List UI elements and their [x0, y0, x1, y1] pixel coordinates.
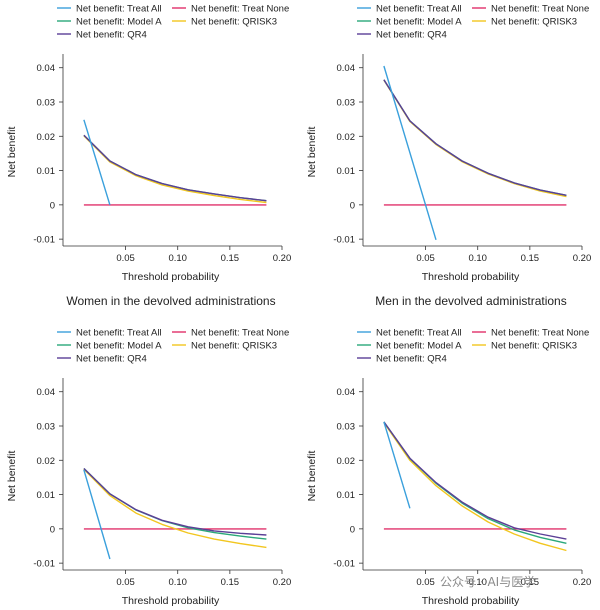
series-line-model-a — [383, 421, 567, 544]
legend-label-qrisk3: Net benefit: QRISK3 — [191, 17, 277, 28]
series-line-treat-all — [383, 65, 437, 241]
y-tick-label: 0.01 — [37, 490, 56, 501]
y-tick-label: 0.01 — [337, 490, 356, 501]
y-tick-label: 0.03 — [337, 98, 356, 109]
watermark: 公众号 · AI与医学 — [440, 574, 535, 589]
legend-label-treat-all: Net benefit: Treat All — [76, 328, 162, 339]
series-line-model-a — [83, 134, 267, 202]
chart-panel-4: Men in the devolved administrations Net b… — [306, 294, 591, 607]
chart-title: Women in the devolved administrations — [66, 294, 275, 308]
legend: Net benefit: Treat All Net benefit: Treat… — [57, 328, 289, 365]
legend-label-qr4: Net benefit: QR4 — [76, 354, 147, 365]
series-line-qrisk3 — [83, 468, 267, 549]
x-tick-label: 0.20 — [573, 253, 592, 264]
y-axis-label: Net benefit — [306, 127, 318, 178]
chart-title: Men in the devolved administrations — [375, 294, 566, 308]
chart-panel-3: Women in the devolved administrations Net… — [6, 294, 291, 607]
y-tick-label: -0.01 — [333, 235, 355, 246]
x-axis-label: Threshold probability — [122, 271, 220, 283]
y-tick-label: 0.04 — [337, 387, 356, 398]
series-line-qrisk3 — [83, 135, 267, 204]
x-tick-label: 0.10 — [468, 253, 487, 264]
y-tick-label: 0.04 — [37, 63, 56, 74]
x-axis-label: Threshold probability — [422, 595, 520, 607]
legend-label-qrisk3: Net benefit: QRISK3 — [491, 341, 577, 352]
x-tick-label: 0.15 — [221, 577, 240, 588]
x-tick-label: 0.15 — [221, 253, 240, 264]
y-tick-label: 0 — [50, 200, 55, 211]
y-tick-label: 0.03 — [37, 98, 56, 109]
series-line-treat-all — [83, 119, 111, 206]
legend-label-model-a: Net benefit: Model A — [76, 341, 162, 352]
legend-label-qr4: Net benefit: QR4 — [376, 354, 447, 365]
legend: Net benefit: Treat All Net benefit: Treat… — [57, 4, 289, 41]
x-tick-label: 0.20 — [273, 577, 292, 588]
series-line-qr4 — [383, 421, 567, 540]
legend-label-treat-all: Net benefit: Treat All — [76, 4, 162, 15]
x-axis-label: Threshold probability — [422, 271, 520, 283]
y-tick-label: -0.01 — [33, 235, 55, 246]
y-tick-label: 0.01 — [337, 166, 356, 177]
y-tick-label: 0 — [50, 524, 55, 535]
y-tick-label: 0.02 — [337, 132, 356, 143]
y-tick-label: 0.02 — [37, 132, 56, 143]
legend-label-qr4: Net benefit: QR4 — [376, 30, 447, 41]
y-axis-label: Net benefit — [306, 451, 318, 502]
series-line-qr4 — [83, 467, 267, 536]
x-tick-label: 0.05 — [116, 577, 135, 588]
x-tick-label: 0.10 — [168, 253, 187, 264]
y-tick-label: 0.02 — [37, 456, 56, 467]
y-axis-label: Net benefit — [6, 451, 18, 502]
series-line-qr4 — [83, 134, 267, 202]
y-axis-label: Net benefit — [6, 127, 18, 178]
y-tick-label: -0.01 — [333, 559, 355, 570]
y-tick-label: 0.03 — [37, 422, 56, 433]
y-tick-label: 0.02 — [337, 456, 356, 467]
x-tick-label: 0.15 — [521, 577, 540, 588]
y-tick-label: 0.03 — [337, 422, 356, 433]
x-tick-label: 0.10 — [168, 577, 187, 588]
x-tick-label: 0.05 — [116, 253, 135, 264]
y-tick-label: 0.04 — [337, 63, 356, 74]
series-line-treat-all — [383, 421, 411, 509]
legend-label-treat-all: Net benefit: Treat All — [376, 328, 462, 339]
legend-label-treat-all: Net benefit: Treat All — [376, 4, 462, 15]
series-line-qrisk3 — [383, 79, 567, 198]
chart-panel-2: Net benefit: Treat All Net benefit: Treat… — [306, 4, 591, 284]
legend-label-qrisk3: Net benefit: QRISK3 — [191, 341, 277, 352]
legend-label-qr4: Net benefit: QR4 — [76, 30, 147, 41]
legend: Net benefit: Treat All Net benefit: Treat… — [357, 4, 589, 41]
legend-label-qrisk3: Net benefit: QRISK3 — [491, 17, 577, 28]
x-tick-label: 0.20 — [273, 253, 292, 264]
x-tick-label: 0.05 — [416, 253, 435, 264]
y-tick-label: -0.01 — [33, 559, 55, 570]
y-tick-label: 0 — [350, 524, 355, 535]
series-line-model-a — [383, 79, 567, 196]
legend: Net benefit: Treat All Net benefit: Treat… — [357, 328, 589, 365]
x-tick-label: 0.10 — [468, 577, 487, 588]
y-tick-label: 0 — [350, 200, 355, 211]
legend-label-treat-none: Net benefit: Treat None — [191, 328, 289, 339]
chart-panel-1: Net benefit: Treat All Net benefit: Treat… — [6, 4, 291, 284]
x-axis-label: Threshold probability — [122, 595, 220, 607]
series-line-qrisk3 — [383, 422, 567, 552]
y-tick-label: 0.01 — [37, 166, 56, 177]
legend-label-model-a: Net benefit: Model A — [76, 17, 162, 28]
legend-label-model-a: Net benefit: Model A — [376, 341, 462, 352]
x-tick-label: 0.05 — [416, 577, 435, 588]
series-line-treat-all — [83, 469, 111, 560]
y-tick-label: 0.04 — [37, 387, 56, 398]
series-line-qr4 — [383, 79, 567, 196]
legend-label-treat-none: Net benefit: Treat None — [491, 328, 589, 339]
x-tick-label: 0.15 — [521, 253, 540, 264]
x-tick-label: 0.20 — [573, 577, 592, 588]
legend-label-treat-none: Net benefit: Treat None — [191, 4, 289, 15]
legend-label-treat-none: Net benefit: Treat None — [491, 4, 589, 15]
legend-label-model-a: Net benefit: Model A — [376, 17, 462, 28]
